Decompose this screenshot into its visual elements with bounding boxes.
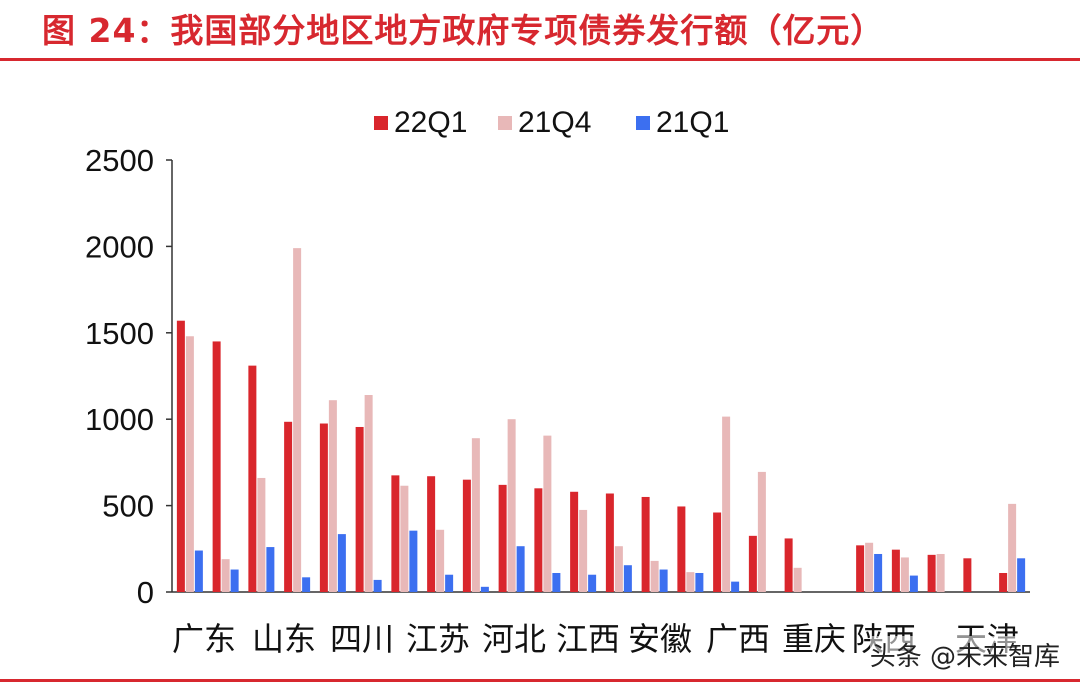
bar-21q4 [722, 416, 731, 592]
bar-21q1 [909, 575, 918, 592]
bar-21q4 [364, 395, 373, 592]
bar-22q1 [605, 493, 614, 592]
bar-21q4 [865, 542, 874, 592]
bar-21q4 [614, 546, 623, 592]
bar-21q1 [445, 574, 454, 592]
bar-21q1 [874, 553, 883, 592]
x-tick-label: 广西 [706, 620, 770, 658]
bar-21q1 [731, 581, 740, 592]
bar-21q4 [1008, 503, 1017, 592]
x-tick-label: 山东 [252, 620, 316, 658]
y-tick-label: 2000 [85, 229, 154, 264]
bar-21q4 [221, 559, 230, 592]
chart-title: 图 24：我国部分地区地方政府专项债券发行额（亿元） [42, 11, 885, 50]
bar-22q1 [963, 558, 972, 592]
bar-22q1 [248, 365, 257, 592]
x-tick-label: 安徽 [628, 620, 692, 658]
bar-21q1 [516, 546, 525, 592]
bar-21q1 [588, 574, 597, 592]
legend: 22Q1 21Q4 21Q1 [374, 106, 729, 139]
bar-21q1 [623, 565, 632, 592]
bar-22q1 [856, 545, 865, 592]
y-tick-label: 0 [137, 575, 154, 610]
bar-21q4 [543, 435, 552, 592]
bar-21q1 [302, 577, 311, 592]
bar-22q1 [498, 484, 507, 592]
bottom-divider [0, 679, 1080, 682]
bar-22q1 [462, 479, 471, 592]
legend-label-21q4: 21Q4 [518, 106, 591, 139]
bar-21q1 [230, 569, 239, 592]
bar-21q4 [293, 248, 302, 593]
y-tick-label: 500 [102, 489, 154, 524]
bar-21q1 [659, 569, 668, 592]
bar-22q1 [927, 554, 936, 592]
y-tick-label: 1000 [85, 402, 154, 437]
x-tick-label: 江西 [556, 620, 620, 658]
y-tick-label: 1500 [85, 316, 154, 351]
bar-21q4 [686, 572, 695, 592]
bar-21q4 [400, 485, 409, 592]
bar-22q1 [176, 320, 185, 592]
x-axis: 广东山东四川江苏河北江西安徽广西重庆陕西天津 [172, 591, 1030, 658]
bar-21q4 [900, 557, 909, 592]
bar-21q4 [757, 471, 766, 592]
bar-21q4 [507, 419, 516, 592]
bar-21q4 [650, 560, 659, 592]
bar-22q1 [212, 341, 221, 592]
bar-22q1 [391, 475, 400, 592]
bar-21q4 [793, 567, 802, 592]
title-divider [0, 58, 1080, 61]
bar-22q1 [891, 549, 900, 592]
bar-21q1 [1017, 558, 1026, 592]
bar-21q1 [480, 586, 489, 592]
bar-21q1 [373, 579, 382, 592]
bar-22q1 [427, 476, 436, 592]
bar-21q1 [409, 530, 418, 592]
bar-22q1 [748, 535, 757, 592]
legend-label-22q1: 22Q1 [394, 106, 467, 139]
bar-21q4 [185, 336, 194, 592]
legend-label-21q1: 21Q1 [656, 106, 729, 139]
bar-21q4 [436, 529, 445, 592]
bar-22q1 [534, 488, 543, 592]
bar-22q1 [999, 572, 1008, 592]
x-tick-label: 广东 [172, 620, 236, 658]
legend-swatch-21q4 [498, 116, 512, 130]
bar-22q1 [570, 491, 579, 592]
x-tick-label: 重庆 [782, 620, 846, 658]
legend-swatch-21q1 [636, 116, 650, 130]
y-axis: 0 500 1000 1500 2000 2500 [85, 143, 173, 610]
bar-21q1 [337, 534, 346, 592]
legend-swatch-22q1 [374, 116, 388, 130]
x-tick-label: 江苏 [406, 620, 470, 658]
bars-group [176, 248, 1026, 593]
bar-22q1 [284, 421, 293, 592]
bar-21q4 [471, 438, 480, 592]
bar-21q4 [257, 477, 266, 592]
bar-22q1 [319, 423, 328, 592]
bar-22q1 [713, 512, 722, 592]
bar-22q1 [641, 496, 650, 592]
bar-22q1 [677, 506, 686, 592]
bar-22q1 [355, 426, 364, 592]
bar-21q1 [266, 547, 275, 592]
x-tick-label: 四川 [330, 620, 394, 658]
watermark: 头条 @未来智库 [869, 636, 1060, 673]
bar-21q1 [552, 572, 561, 592]
x-tick-label: 河北 [482, 620, 546, 658]
bar-21q4 [579, 509, 588, 592]
y-tick-label: 2500 [85, 143, 154, 178]
bar-21q4 [328, 400, 337, 592]
bar-21q4 [936, 553, 945, 592]
bar-21q1 [194, 550, 203, 592]
bar-21q1 [695, 572, 704, 592]
bar-22q1 [784, 538, 793, 592]
